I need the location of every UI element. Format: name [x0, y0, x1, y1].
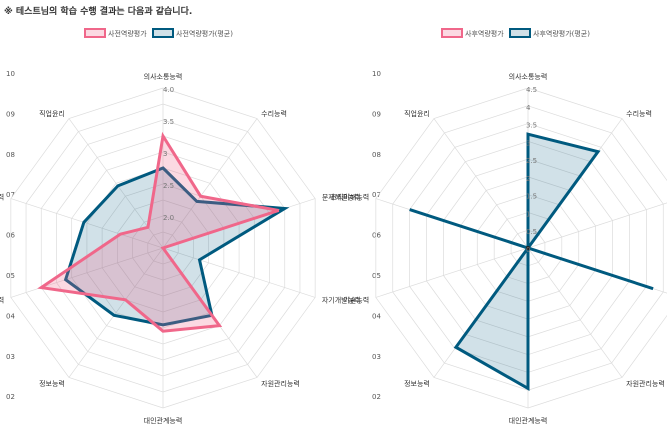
- radial-tick-label: 3.5: [163, 118, 174, 126]
- side-tick-label: 03: [6, 353, 15, 361]
- side-tick-label: 08: [6, 151, 15, 159]
- grid-spoke: [162, 118, 258, 249]
- legend-label: 사전역량평가(평균): [176, 29, 233, 38]
- legend-label: 사전역량평가: [108, 29, 147, 38]
- series-1-polygon: [37, 131, 280, 333]
- category-label: 수리능력: [626, 109, 652, 118]
- grid-spoke: [162, 247, 316, 298]
- category-label: 자원관리능력: [626, 379, 665, 388]
- side-tick-label: 04: [6, 312, 15, 320]
- category-label: 정보능력: [404, 379, 430, 388]
- side-tick-label: 09: [6, 110, 15, 118]
- side-tick-label: 06: [372, 232, 381, 240]
- side-tick-label: 02: [6, 393, 15, 401]
- radial-tick-label: 2.0: [163, 214, 174, 222]
- grid-spoke: [375, 247, 529, 298]
- result-note: ※ 테스트님의 학습 수행 결과는 다음과 같습니다.: [4, 7, 193, 17]
- radial-tick-label: 2.5: [526, 157, 537, 165]
- side-tick-label: 05: [6, 272, 15, 280]
- category-label: 자원관리능력: [261, 379, 300, 388]
- radial-tick-label: 0: [526, 246, 530, 254]
- center-dot: [526, 246, 530, 250]
- radial-tick-label: 3: [526, 139, 530, 147]
- series-2-polygon: [409, 132, 654, 392]
- category-label: 기술능력: [0, 296, 4, 305]
- category-label: 정보능력: [39, 379, 65, 388]
- legend-swatch: [509, 28, 531, 38]
- side-tick-label: 08: [372, 151, 381, 159]
- category-label: 의사소통능력: [144, 72, 183, 81]
- radial-tick-label: 4: [526, 104, 531, 112]
- side-tick-label: 10: [372, 70, 381, 78]
- category-label: 직업윤리: [404, 109, 430, 118]
- side-tick-label: 10: [6, 70, 15, 78]
- category-label: 대인관계능력: [144, 416, 183, 425]
- side-tick-label: 04: [372, 312, 381, 320]
- legend-swatch: [152, 28, 174, 38]
- grid-spoke: [527, 247, 623, 378]
- category-label: 의사소통능력: [509, 72, 548, 81]
- grid-spoke: [10, 247, 164, 298]
- legend-label: 사후역량평가: [465, 29, 504, 38]
- radial-tick-label: 2.5: [163, 182, 174, 190]
- radial-tick-label: 0.5: [526, 228, 537, 236]
- side-tick-label: 07: [6, 191, 15, 199]
- radial-tick-label: 4.5: [526, 86, 537, 94]
- side-tick-label: 07: [372, 191, 381, 199]
- radial-tick-label: 1: [526, 210, 530, 218]
- category-label: 대인관계능력: [509, 416, 548, 425]
- category-label: 문제해결능력: [322, 192, 361, 201]
- grid-spoke: [527, 202, 667, 249]
- radar-chart-2: 100908070605040302014.543.532.521.510.50…: [331, 28, 667, 425]
- grid-spoke: [10, 198, 164, 249]
- grid-spoke: [68, 247, 164, 378]
- radial-tick-label: 3.5: [526, 122, 537, 130]
- category-label: 수리능력: [261, 109, 287, 118]
- radial-tick-label: 3: [163, 150, 167, 158]
- radial-tick-label: 4.0: [163, 86, 174, 94]
- legend-label: 사후역량평가(평균): [533, 29, 590, 38]
- side-tick-label: 03: [372, 353, 381, 361]
- side-tick-label: 02: [372, 393, 381, 401]
- category-label: 자기개발능력: [322, 296, 361, 305]
- side-tick-label: 05: [372, 272, 381, 280]
- legend-swatch: [84, 28, 106, 38]
- category-label: 기술능력: [343, 296, 369, 305]
- category-label: 조직이해능력: [331, 192, 370, 201]
- category-label: 조직이해능력: [0, 192, 4, 201]
- legend-swatch: [441, 28, 463, 38]
- radar-chart-1: 100908070605040302014.03.532.52.0의사소통능력수…: [0, 28, 361, 425]
- grid-spoke: [433, 118, 529, 249]
- radial-tick-label: 2: [526, 175, 530, 183]
- radial-tick-label: 1.5: [526, 193, 537, 201]
- side-tick-label: 09: [372, 110, 381, 118]
- category-label: 직업윤리: [39, 109, 65, 118]
